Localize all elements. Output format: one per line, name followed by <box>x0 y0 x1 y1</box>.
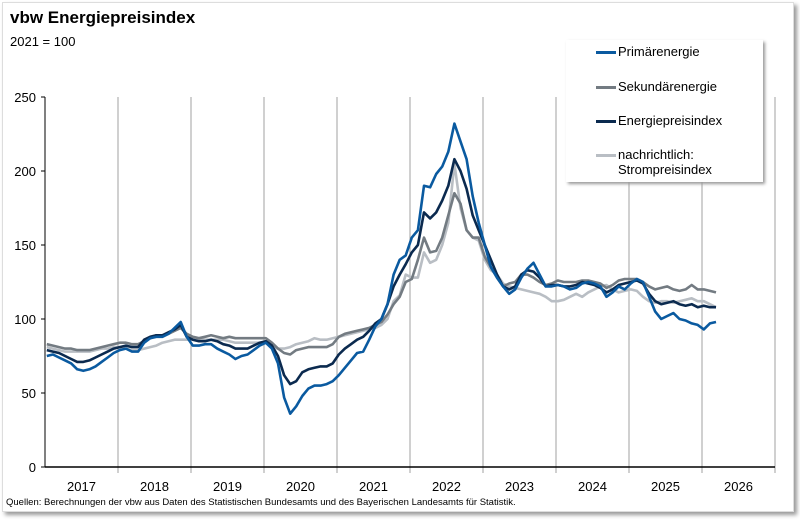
x-tick-label: 2019 <box>213 479 242 494</box>
x-tick-label: 2026 <box>724 479 753 494</box>
legend-label: Energiepreisindex <box>618 113 723 128</box>
y-tick-label: 150 <box>14 238 36 253</box>
y-tick-label: 250 <box>14 90 36 105</box>
x-tick-label: 2018 <box>140 479 169 494</box>
x-tick-label: 2025 <box>651 479 680 494</box>
legend-swatch <box>596 120 616 123</box>
y-tick-label: 200 <box>14 164 36 179</box>
x-tick-label: 2021 <box>359 479 388 494</box>
legend-label: nachrichtlich: Strompreisindex <box>618 147 712 177</box>
y-tick-label: 100 <box>14 312 36 327</box>
legend-label-line1: nachrichtlich: <box>618 147 694 162</box>
chart-subtitle: 2021 = 100 <box>10 34 76 49</box>
series-line-energiepreisindex <box>46 157 716 386</box>
legend-swatch <box>596 51 616 54</box>
y-tick-label: 0 <box>29 460 36 475</box>
legend: Primärenergie Sekundärenergie Energiepre… <box>566 40 763 182</box>
source-note: Quellen: Berechnungen der vbw aus Daten … <box>6 497 516 508</box>
legend-label-line2: Strompreisindex <box>618 162 712 177</box>
chart-title: vbw Energiepreisindex <box>10 8 196 27</box>
legend-item-energiepreisindex: Energiepreisindex <box>596 113 722 128</box>
legend-swatch <box>596 86 616 89</box>
legend-item-sekundaerenergie: Sekundärenergie <box>596 79 717 94</box>
series-line-primaerenergie <box>46 122 717 416</box>
legend-swatch <box>596 154 616 157</box>
x-tick-label: 2017 <box>67 479 96 494</box>
legend-item-primaerenergie: Primärenergie <box>596 44 700 59</box>
y-tick-label: 50 <box>22 386 36 401</box>
legend-label: Sekundärenergie <box>618 79 718 94</box>
legend-label: Primärenergie <box>618 44 700 59</box>
series-line-sekundaerenergie <box>46 191 717 356</box>
legend-item-strompreisindex: nachrichtlich: Strompreisindex <box>596 147 712 177</box>
x-tick-label: 2022 <box>432 479 461 494</box>
x-tick-label: 2023 <box>505 479 534 494</box>
x-tick-label: 2020 <box>286 479 315 494</box>
x-tick-label: 2024 <box>578 479 607 494</box>
